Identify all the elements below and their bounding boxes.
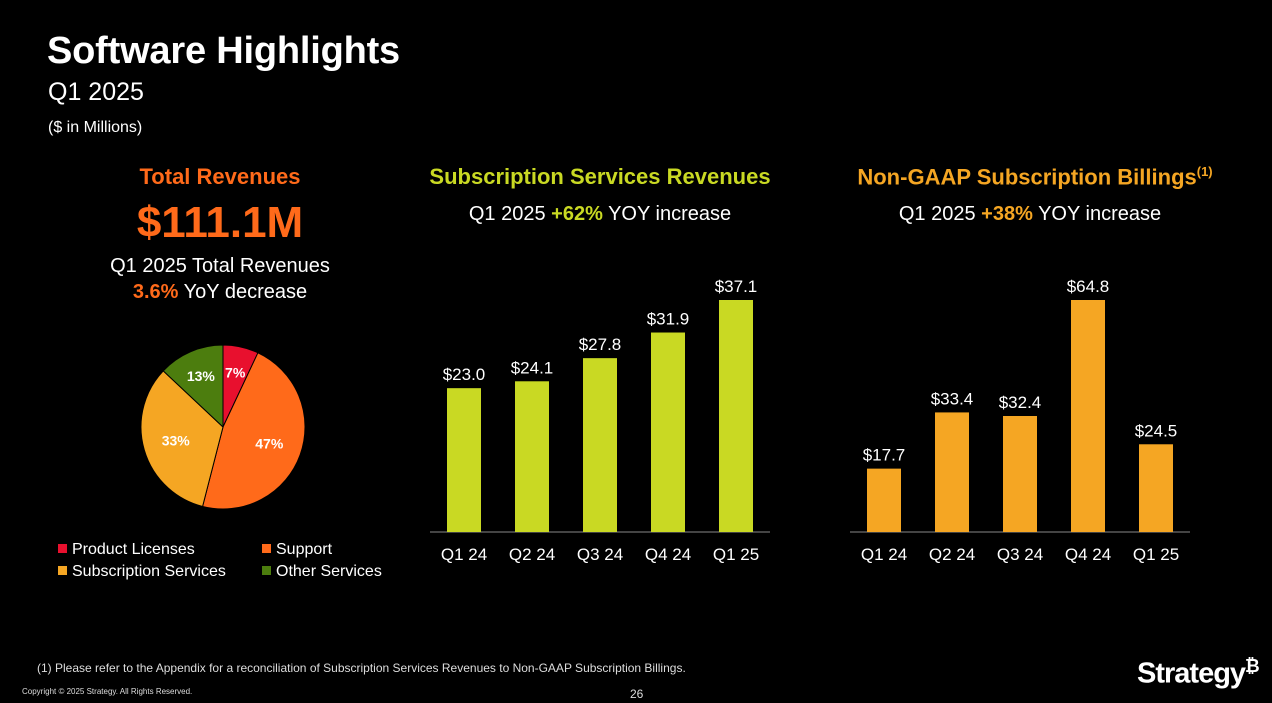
legend-item-support: Support: [262, 541, 332, 559]
pie-label-subscription-services: 33%: [162, 433, 191, 449]
billings-bar: [867, 468, 901, 532]
subs-data-label: $31.9: [647, 310, 690, 329]
billings-data-label: $32.4: [999, 393, 1042, 412]
billings-bar: [935, 412, 969, 532]
pie-label-product-licenses: 7%: [225, 365, 246, 381]
billings-title-text: Non-GAAP Subscription Billings: [857, 164, 1197, 190]
subs-bar: [515, 381, 549, 532]
subs-bar: [583, 358, 617, 532]
legend-label: Support: [276, 541, 333, 558]
billings-bar-chart: $17.7 Q1 24 $33.4 Q2 24 $32.4 Q3 24 $64.8 Q4 24…: [850, 277, 1190, 564]
subs-suffix: YOY increase: [602, 203, 732, 225]
subs-tick-label: Q3 24: [577, 545, 623, 564]
legend-label: Other Services: [276, 563, 382, 580]
logo-text: Strategy: [1137, 657, 1246, 690]
billings-bar: [1139, 444, 1173, 532]
billings-suffix: YOY increase: [1032, 203, 1162, 225]
subscription-revenues-bar-chart: $23.0 Q1 24 $24.1 Q2 24 $27.8 Q3 24 $31.9 Q4 24…: [430, 277, 770, 564]
legend-item-other-services: Other Services: [262, 563, 382, 581]
subs-data-label: $37.1: [715, 277, 758, 296]
legend-swatch: [58, 566, 67, 575]
billings-tick-label: Q2 24: [929, 545, 975, 564]
pie-slice-other-services: [162, 344, 224, 429]
subscription-revenues-title: Subscription Services Revenues: [429, 164, 771, 189]
subs-tick-label: Q1 24: [441, 545, 487, 564]
subs-tick-label: Q2 24: [509, 545, 555, 564]
logo-bitcoin-mark: ₿: [1245, 656, 1260, 676]
revenue-pie-chart: 7% 47% 33% 13%: [140, 344, 306, 510]
legend-swatch: [262, 544, 271, 553]
subs-data-label: $24.1: [511, 358, 554, 377]
units-note: ($ in Millions): [48, 119, 143, 136]
billings-bar: [1071, 300, 1105, 532]
pie-label-other-services: 13%: [187, 368, 216, 384]
billings-bar: [1003, 416, 1037, 532]
subs-data-label: $23.0: [443, 365, 486, 384]
legend-item-subscription-services: Subscription Services: [58, 563, 226, 581]
billings-change-line: Q1 2025 +38% YOY increase: [820, 203, 1240, 226]
subs-bar: [447, 388, 481, 532]
pie-slice-support: [201, 352, 306, 510]
subs-bar: [719, 300, 753, 532]
footnote: (1) Please refer to the Appendix for a r…: [37, 661, 686, 675]
total-revenues-title: Total Revenues: [139, 164, 301, 189]
page-title: Software Highlights: [47, 30, 400, 72]
subs-change-value: +62%: [551, 203, 603, 225]
billings-footnote-ref: (1): [1196, 164, 1213, 179]
total-revenues-change: 3.6% YoY decrease: [80, 281, 360, 304]
billings-tick-label: Q3 24: [997, 545, 1043, 564]
subs-prefix: Q1 2025: [468, 203, 552, 225]
legend-swatch: [58, 544, 67, 553]
legend-swatch: [262, 566, 271, 575]
strategy-logo: Strategy₿: [1137, 656, 1260, 691]
pie-slice-subscription-services: [140, 370, 224, 508]
pie-legend: Product Licenses Support Subscription Se…: [58, 541, 418, 591]
legend-label: Subscription Services: [72, 563, 226, 580]
billings-data-label: $24.5: [1135, 421, 1178, 440]
total-revenues-value: $111.1M: [136, 198, 304, 247]
total-change-text: YoY decrease: [178, 281, 308, 303]
subs-tick-label: Q1 25: [713, 545, 759, 564]
page-number: 26: [630, 687, 644, 701]
billings-data-label: $17.7: [863, 446, 906, 465]
subs-bar: [651, 332, 685, 532]
billings-tick-label: Q1 25: [1133, 545, 1179, 564]
legend-item-product-licenses: Product Licenses: [58, 541, 195, 559]
billings-data-label: $64.8: [1067, 277, 1110, 296]
billings-tick-label: Q4 24: [1065, 545, 1111, 564]
pie-label-support: 47%: [255, 436, 284, 452]
billings-data-label: $33.4: [931, 389, 974, 408]
legend-label: Product Licenses: [72, 541, 195, 558]
copyright: Copyright © 2025 Strategy. All Rights Re…: [22, 687, 193, 696]
page-subtitle: Q1 2025: [48, 78, 144, 106]
billings-tick-label: Q1 24: [861, 545, 907, 564]
total-revenues-line1: Q1 2025 Total Revenues: [110, 255, 330, 277]
billings-change-value: +38%: [981, 203, 1033, 225]
total-change-value: 3.6%: [132, 281, 179, 303]
subs-tick-label: Q4 24: [645, 545, 691, 564]
billings-title: Non-GAAP Subscription Billings(1): [815, 164, 1255, 190]
billings-prefix: Q1 2025: [898, 203, 982, 225]
subscription-change-line: Q1 2025 +62% YOY increase: [400, 203, 800, 226]
subs-data-label: $27.8: [579, 335, 622, 354]
